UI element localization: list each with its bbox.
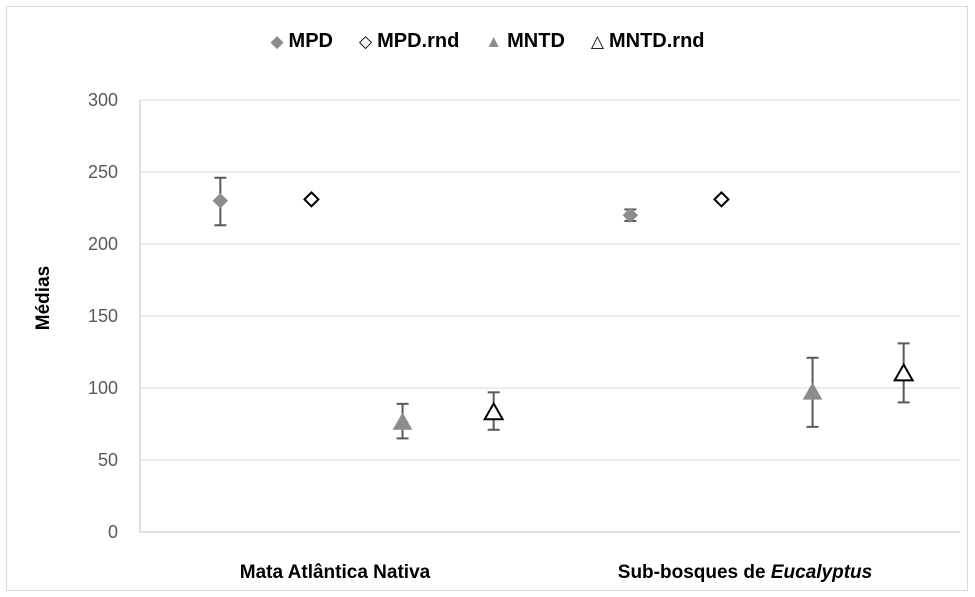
- y-tick-label: 250: [88, 162, 118, 182]
- data-point-mpd-rnd: [714, 192, 728, 206]
- data-point-mpd-rnd: [304, 192, 318, 206]
- x-category-label: Sub-bosques de Eucalyptus: [618, 562, 872, 584]
- data-point-mntd-rnd: [485, 403, 503, 419]
- y-tick-label: 200: [88, 234, 118, 254]
- data-point-mntd: [804, 383, 822, 399]
- data-point-mntd-rnd: [895, 365, 913, 381]
- data-point-mntd: [394, 414, 412, 430]
- x-category-label: Mata Atlântica Nativa: [240, 562, 430, 584]
- data-point-mpd: [213, 194, 227, 208]
- y-tick-label: 50: [98, 450, 118, 470]
- y-tick-label: 150: [88, 306, 118, 326]
- y-tick-label: 300: [88, 90, 118, 110]
- y-tick-label: 100: [88, 378, 118, 398]
- y-tick-label: 0: [108, 522, 118, 542]
